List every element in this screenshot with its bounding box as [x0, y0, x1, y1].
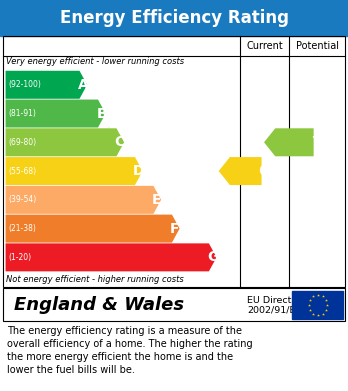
Text: (69-80): (69-80): [8, 138, 37, 147]
Text: B: B: [96, 106, 107, 120]
Text: E: E: [152, 193, 161, 207]
Text: The energy efficiency rating is a measure of the
overall efficiency of a home. T: The energy efficiency rating is a measur…: [7, 326, 253, 375]
Bar: [3, 288, 345, 321]
Text: (81-91): (81-91): [8, 109, 36, 118]
Text: Very energy efficient - lower running costs: Very energy efficient - lower running co…: [6, 57, 184, 66]
Bar: [0, 0, 348, 36]
Text: EU Directive: EU Directive: [247, 296, 306, 305]
Text: C: C: [115, 135, 125, 149]
Text: (55-68): (55-68): [8, 167, 37, 176]
Text: A: A: [78, 78, 88, 92]
Text: Current: Current: [246, 41, 283, 51]
Text: 2002/91/EC: 2002/91/EC: [247, 305, 302, 314]
Text: (21-38): (21-38): [8, 224, 36, 233]
Bar: [292, 291, 343, 319]
Polygon shape: [6, 157, 143, 185]
Text: (39-54): (39-54): [8, 196, 37, 204]
Text: 61: 61: [258, 164, 278, 178]
Text: Potential: Potential: [295, 41, 339, 51]
Polygon shape: [264, 128, 314, 156]
Text: 75: 75: [311, 135, 330, 149]
Bar: [3, 36, 345, 287]
Text: D: D: [133, 164, 145, 178]
Text: F: F: [170, 222, 180, 236]
Polygon shape: [6, 243, 216, 271]
Text: Energy Efficiency Rating: Energy Efficiency Rating: [60, 9, 288, 27]
Polygon shape: [219, 157, 262, 185]
Text: England & Wales: England & Wales: [14, 296, 184, 314]
Text: G: G: [207, 250, 219, 264]
Polygon shape: [6, 215, 180, 242]
Polygon shape: [6, 100, 106, 127]
Text: (1-20): (1-20): [8, 253, 31, 262]
Text: Not energy efficient - higher running costs: Not energy efficient - higher running co…: [6, 274, 184, 284]
Polygon shape: [6, 128, 124, 156]
Polygon shape: [6, 71, 87, 99]
Polygon shape: [6, 186, 161, 214]
Text: (92-100): (92-100): [8, 80, 41, 89]
